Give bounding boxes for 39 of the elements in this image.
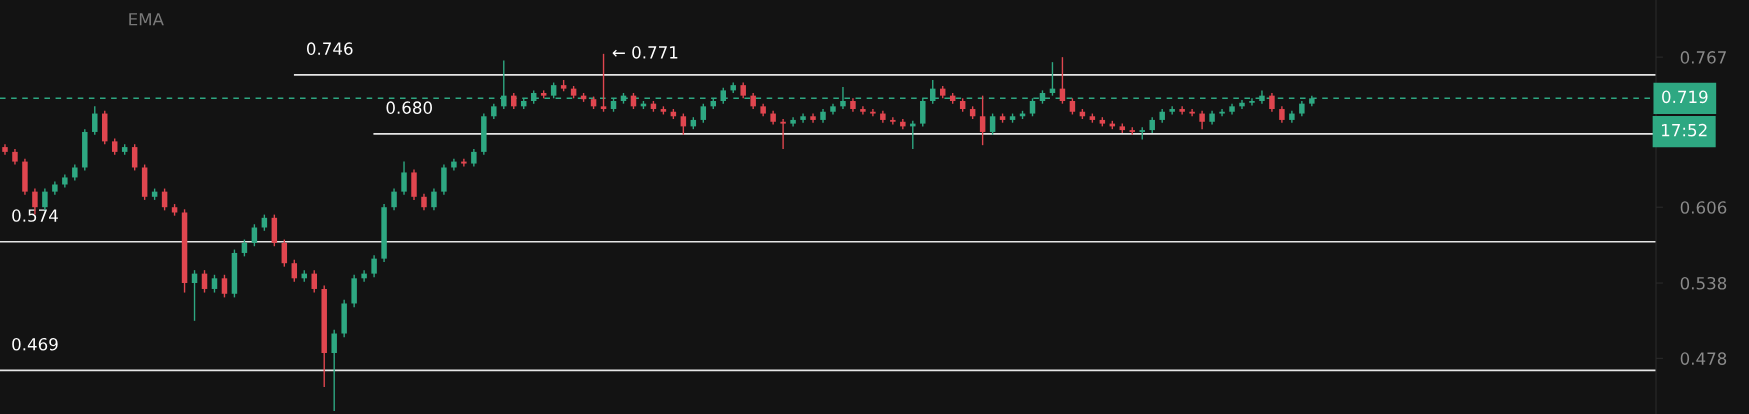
candlestick <box>979 94 986 146</box>
y-tick-label: 0.538 <box>1680 276 1727 290</box>
ref-line-label: 0.469 <box>12 337 58 351</box>
candlestick <box>361 269 367 283</box>
candlestick <box>331 328 337 412</box>
candlestick <box>311 269 317 294</box>
candlestick <box>1189 108 1195 117</box>
candlestick <box>1239 99 1245 110</box>
ref-line-label: 0.719 <box>1662 90 1708 104</box>
candlestick <box>391 187 397 212</box>
ref-line-label: 0.574 <box>12 209 58 222</box>
candlestick <box>860 105 866 116</box>
candlestick <box>401 160 407 196</box>
candlestick <box>989 112 996 136</box>
candlestick <box>1199 110 1205 130</box>
y-tick-label: 0.606 <box>1680 201 1727 214</box>
candlestick <box>431 187 437 212</box>
candlestick <box>1179 105 1185 116</box>
candlestick <box>780 118 786 150</box>
candlestick <box>870 108 876 117</box>
candlestick <box>461 157 467 168</box>
candlestick <box>1169 105 1175 116</box>
candlestick <box>221 274 228 299</box>
candlestick <box>890 116 896 126</box>
candlestick <box>600 53 607 113</box>
annotation: ← 0.771 <box>612 46 678 59</box>
candlestick <box>1219 108 1225 117</box>
ref-line-label: 0.680 <box>386 101 432 114</box>
candlestick <box>291 259 298 283</box>
candlestick <box>92 105 98 136</box>
candlestick <box>700 102 707 124</box>
candlestick <box>371 254 377 278</box>
ref-line-label: 0.746 <box>306 42 353 55</box>
text: 17:52 <box>1662 123 1707 137</box>
y-tick-label: 0.767 <box>1680 51 1726 64</box>
candlestick <box>680 112 687 136</box>
y-tick-label: 0.478 <box>1680 352 1727 365</box>
candlestick <box>1269 92 1275 113</box>
annotation: EMA <box>129 13 164 26</box>
